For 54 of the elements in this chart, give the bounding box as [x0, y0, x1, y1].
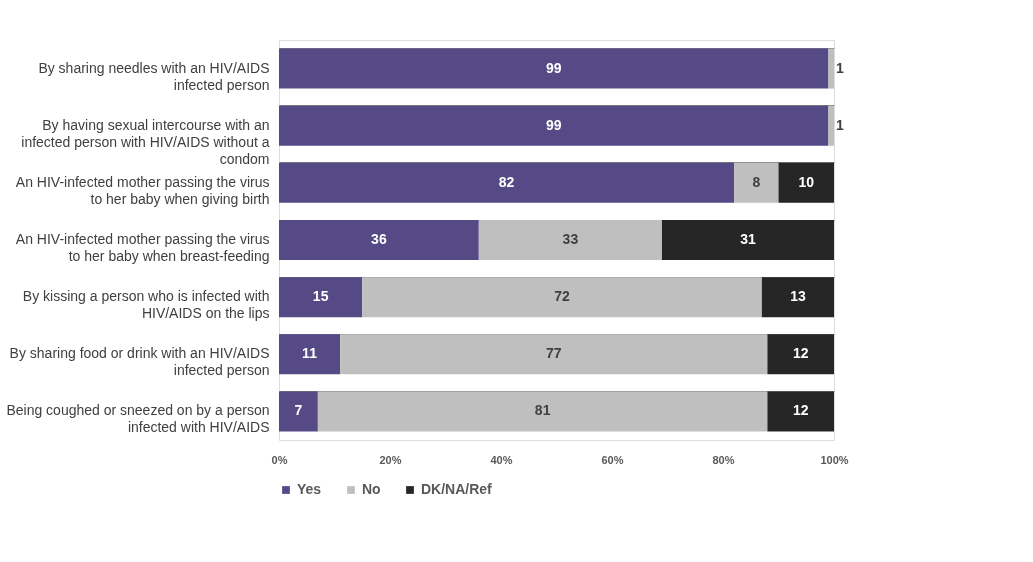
- bar: [767, 334, 834, 375]
- bar: [767, 391, 834, 432]
- bar: [279, 391, 318, 432]
- bar: [778, 162, 834, 203]
- legend-label: Yes: [297, 481, 322, 497]
- data-label: 36: [371, 231, 387, 247]
- data-label: 99: [545, 116, 562, 133]
- x-tick-label: 100%: [820, 453, 849, 466]
- y-tick-label: An HIV-infected mother passing the virus to her baby when breast-feeding: [15, 231, 270, 264]
- data-label: 11: [302, 345, 318, 362]
- y-tick-label: An HIV-infected mother passing the virus to her baby when giving birth: [15, 173, 270, 207]
- data-label: 77: [545, 345, 562, 362]
- bar: [828, 48, 834, 89]
- data-label: 7: [294, 402, 303, 419]
- data-label: 99: [545, 59, 562, 76]
- y-tick-label: Being coughed or sneezed on by a person infected with HIV/AIDS: [6, 402, 270, 436]
- data-label: 8: [752, 173, 761, 190]
- bar: [362, 277, 762, 318]
- data-label: 15: [312, 288, 329, 305]
- bar: [279, 277, 363, 318]
- y-tick-label: By having sexual intercourse with an infected person with HIV/AIDS without a condom: [21, 116, 270, 167]
- bar: [761, 277, 834, 318]
- y-tick-label: By kissing a person who is infected with HIV/AIDS on the lips: [22, 288, 270, 322]
- x-tick-label: 60%: [601, 453, 624, 466]
- bar: [279, 105, 829, 146]
- bar: [279, 48, 829, 89]
- data-label: 1: [836, 116, 844, 133]
- x-tick-label: 20%: [379, 453, 402, 466]
- bar: [279, 162, 735, 203]
- bar: [478, 220, 662, 260]
- data-label: 82: [498, 173, 515, 190]
- bar: [317, 391, 768, 432]
- x-tick-label: 0%: [271, 453, 288, 466]
- data-label: 72: [554, 288, 571, 305]
- data-label: 12: [792, 345, 809, 362]
- data-label: 12: [792, 402, 809, 419]
- data-label: 1: [836, 59, 844, 76]
- data-label: 33: [562, 231, 579, 247]
- y-tick-label: By sharing needles with an HIV/AIDS infected person: [38, 59, 270, 93]
- legend-label: No: [362, 481, 381, 497]
- data-label: 10: [798, 173, 815, 190]
- legend-label: DK/NA/Ref: [421, 481, 493, 497]
- bar: [340, 334, 768, 375]
- bar: [279, 334, 341, 375]
- bar: [279, 220, 479, 260]
- bar: [828, 105, 834, 146]
- data-label: 81: [534, 402, 551, 419]
- data-label: 13: [790, 288, 806, 305]
- y-tick-label: By sharing food or drink with an HIV/AIDS infected person: [9, 345, 270, 379]
- x-tick-label: 80%: [712, 453, 735, 466]
- data-label: 31: [740, 231, 756, 247]
- x-tick-label: 40%: [490, 453, 513, 466]
- bar: [734, 162, 779, 203]
- bar: [661, 220, 834, 260]
